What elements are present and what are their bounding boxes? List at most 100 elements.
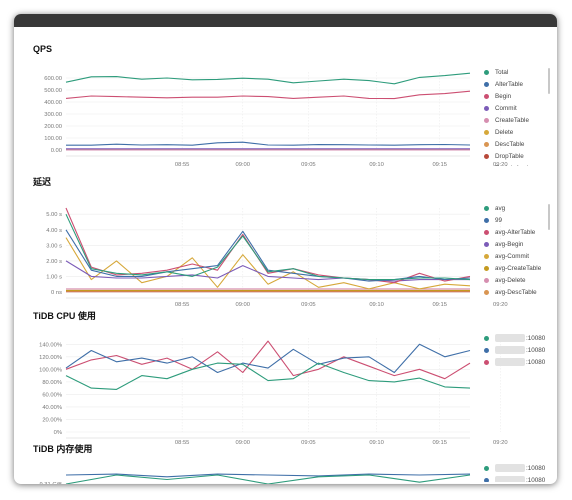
legend-item[interactable]: 99	[484, 214, 556, 226]
legend-color-dot	[484, 165, 489, 166]
grafana-window: QPS 600.00 500.00 400.00 300.00 200.00 100.00 0…	[14, 14, 557, 484]
legend-item[interactable]: :10080	[484, 462, 556, 474]
legend-item[interactable]: Begin	[484, 90, 556, 102]
redacted-host	[495, 476, 525, 482]
legend-label: avg-Begin	[495, 240, 524, 248]
y-tick-label: 500.00	[44, 88, 62, 94]
legend-label: avg-AlterTable	[495, 228, 536, 236]
redacted-host	[495, 346, 525, 354]
legend-label: :10080	[526, 346, 546, 354]
x-tick-label: 08:55	[175, 440, 190, 446]
legend-item[interactable]: :10080	[484, 356, 556, 368]
legend-item[interactable]: avg-AlterTable	[484, 226, 556, 238]
x-tick-label: 09:20	[493, 302, 508, 308]
legend-label: ExplainAnalyz	[495, 165, 535, 167]
legend-color-dot	[484, 253, 489, 259]
x-tick-label: 09:20	[493, 440, 508, 446]
legend-item[interactable]: avg-Commit	[484, 250, 556, 262]
legend-item[interactable]: Commit	[484, 102, 556, 114]
panel-title[interactable]: TiDB 内存使用	[33, 444, 93, 454]
y-tick-label: 1.00 s	[46, 274, 62, 280]
series-line-1	[65, 473, 471, 478]
legend-item[interactable]: avg-Begin	[484, 238, 556, 250]
x-tick-label: 09:00	[235, 440, 250, 446]
legend-item[interactable]: avg-CreateTable	[484, 262, 556, 274]
legend-label: 99	[495, 216, 503, 224]
legend-item[interactable]: :10080	[484, 344, 556, 356]
legend-label: Total	[495, 68, 509, 76]
legend-label: avg-DescTable	[495, 288, 537, 296]
legend-color-dot	[484, 277, 489, 283]
x-tick-label: 09:10	[369, 302, 384, 308]
legend-item[interactable]: :10080	[484, 474, 556, 482]
legend-item[interactable]: Delete	[484, 126, 556, 138]
legend-item[interactable]: DescTable	[484, 138, 556, 150]
legend-color-dot	[484, 69, 489, 75]
legend-item[interactable]: ExplainAnalyz	[484, 162, 556, 166]
legend-item[interactable]: AlterTable	[484, 78, 556, 90]
line-chart: 9.31 GiB	[39, 473, 471, 484]
series-line-2	[65, 340, 471, 380]
x-tick-label: 09:10	[369, 162, 384, 168]
y-tick-label: 300.00	[44, 112, 62, 118]
line-chart: 140.00% 120.00% 100.00% 80.00% 60.00% 40.00% 2…	[39, 338, 508, 446]
x-tick-label: 09:05	[301, 302, 316, 308]
legend-scrollbar[interactable]	[548, 68, 550, 94]
series-line-0	[65, 72, 471, 85]
y-tick-label: 0 ns	[51, 290, 62, 296]
legend-label: avg-Delete	[495, 276, 526, 284]
legend-item[interactable]: avg-ExplainAn	[484, 298, 556, 300]
y-tick-label: 5.00 s	[46, 212, 62, 218]
y-tick-label: 20.00%	[42, 417, 62, 423]
legend-item[interactable]: :10080	[484, 332, 556, 344]
x-tick-label: 09:20	[493, 162, 508, 168]
panel-title[interactable]: TiDB CPU 使用	[33, 311, 96, 321]
y-tick-label: 200.00	[44, 124, 62, 130]
legend-color-dot	[484, 347, 489, 353]
series-line-0	[65, 474, 471, 484]
x-tick-label: 09:05	[301, 440, 316, 446]
legend-label: Commit	[495, 104, 517, 112]
y-tick-label: 100.00	[44, 136, 62, 142]
legend-item[interactable]: DropTable	[484, 150, 556, 162]
legend-item[interactable]: CreateTable	[484, 114, 556, 126]
line-chart: 600.00 500.00 400.00 300.00 200.00 100.00 0.00…	[44, 72, 508, 168]
legend-color-dot	[484, 465, 489, 471]
legend-color-dot	[484, 477, 489, 482]
legend-item[interactable]: avg-DescTable	[484, 286, 556, 298]
legend-label: Begin	[495, 92, 512, 100]
legend-label: avg-CreateTable	[495, 264, 542, 272]
legend-item[interactable]: avg	[484, 202, 556, 214]
x-tick-label: 09:00	[235, 162, 250, 168]
legend-label: :10080	[526, 334, 546, 342]
series-line-1	[66, 141, 471, 146]
panel-title[interactable]: 延迟	[33, 177, 52, 187]
legend-color-dot	[484, 141, 489, 147]
x-tick-label: 08:55	[175, 162, 190, 168]
legend: avg 99 avg-AlterTable avg-Begin avg-Commit av…	[484, 202, 556, 300]
x-tick-label: 09:15	[432, 162, 447, 168]
legend-color-dot	[484, 229, 489, 235]
y-tick-label: 3.00 s	[46, 243, 62, 249]
x-tick-label: 08:55	[175, 302, 190, 308]
legend-color-dot	[484, 153, 489, 159]
series-line-1	[65, 343, 471, 374]
legend-color-dot	[484, 265, 489, 271]
legend-item[interactable]: avg-Delete	[484, 274, 556, 286]
legend-label: avg-Commit	[495, 252, 529, 260]
legend-label: :10080	[526, 476, 546, 483]
y-tick-label: 0%	[54, 430, 62, 436]
y-tick-label: 400.00	[44, 100, 62, 106]
redacted-host	[495, 334, 525, 342]
legend-item[interactable]: Total	[484, 66, 556, 78]
legend-color-dot	[484, 93, 489, 99]
y-tick-label: 40.00%	[42, 405, 62, 411]
x-tick-label: 09:15	[432, 302, 447, 308]
y-tick-label: 600.00	[44, 76, 62, 82]
y-tick-label: 4.00 s	[46, 228, 62, 234]
legend-color-dot	[484, 217, 489, 223]
panel-title[interactable]: QPS	[33, 44, 53, 54]
window-titlebar	[14, 14, 557, 27]
series-line-2	[65, 90, 471, 100]
legend-scrollbar[interactable]	[548, 204, 550, 230]
